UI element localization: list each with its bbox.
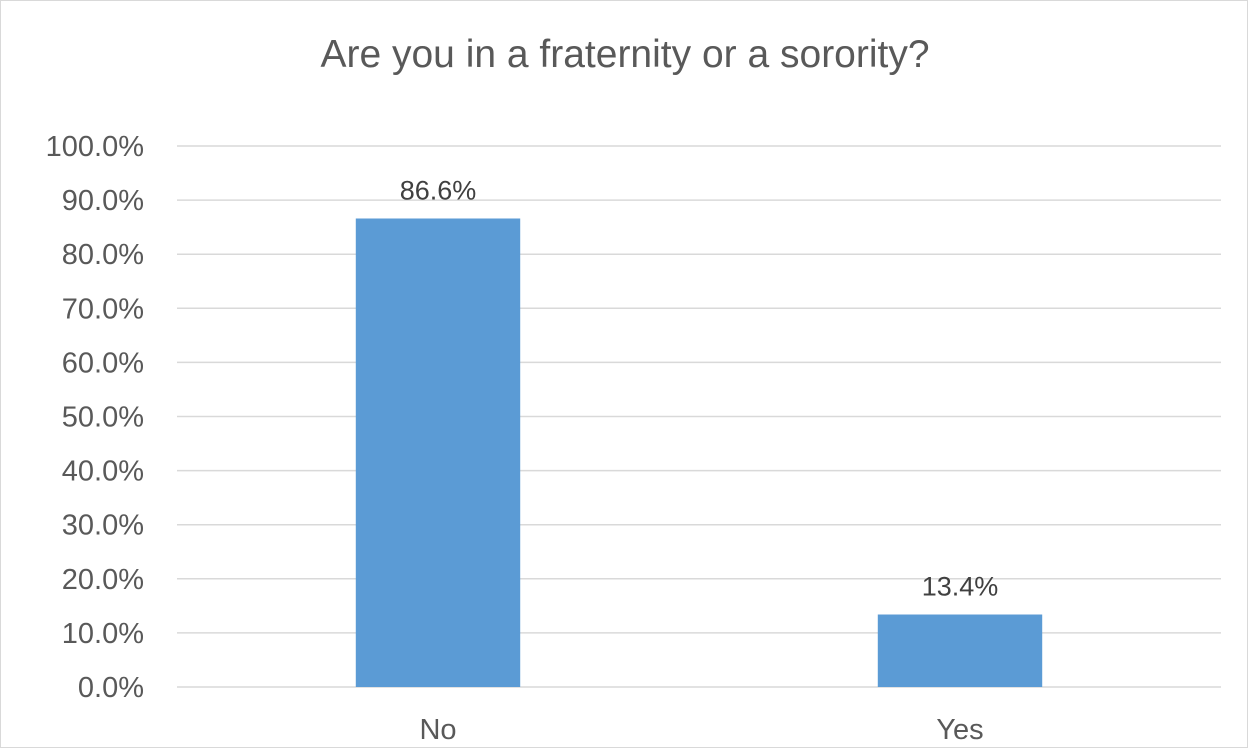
x-tick-label-no: No — [419, 714, 456, 746]
data-label-yes: 13.4% — [922, 572, 999, 602]
y-tick-label: 30.0% — [62, 510, 144, 542]
bars — [355, 218, 1043, 687]
y-tick-label: 100.0% — [46, 131, 144, 163]
y-tick-label: 70.0% — [62, 293, 144, 325]
y-tick-label: 40.0% — [62, 456, 144, 488]
y-tick-label: 0.0% — [78, 672, 144, 704]
data-labels: 86.6% 13.4% — [400, 175, 999, 601]
y-tick-label: 20.0% — [62, 564, 144, 596]
chart-title: Are you in a fraternity or a sorority? — [320, 33, 929, 76]
y-tick-label: 90.0% — [62, 185, 144, 217]
y-tick-label: 10.0% — [62, 618, 144, 650]
gridlines — [177, 145, 1221, 688]
x-tick-label-yes: Yes — [936, 714, 983, 746]
y-tick-label: 50.0% — [62, 402, 144, 434]
y-axis-tick-labels: 0.0% 10.0% 20.0% 30.0% 40.0% 50.0% 60.0% 70.0% 8… — [46, 131, 144, 704]
x-axis-tick-labels: No Yes — [419, 714, 983, 746]
y-tick-label: 60.0% — [62, 347, 144, 379]
y-tick-label: 80.0% — [62, 239, 144, 271]
bar-no — [355, 218, 521, 687]
bar-yes — [877, 614, 1043, 687]
data-label-no: 86.6% — [400, 175, 477, 205]
